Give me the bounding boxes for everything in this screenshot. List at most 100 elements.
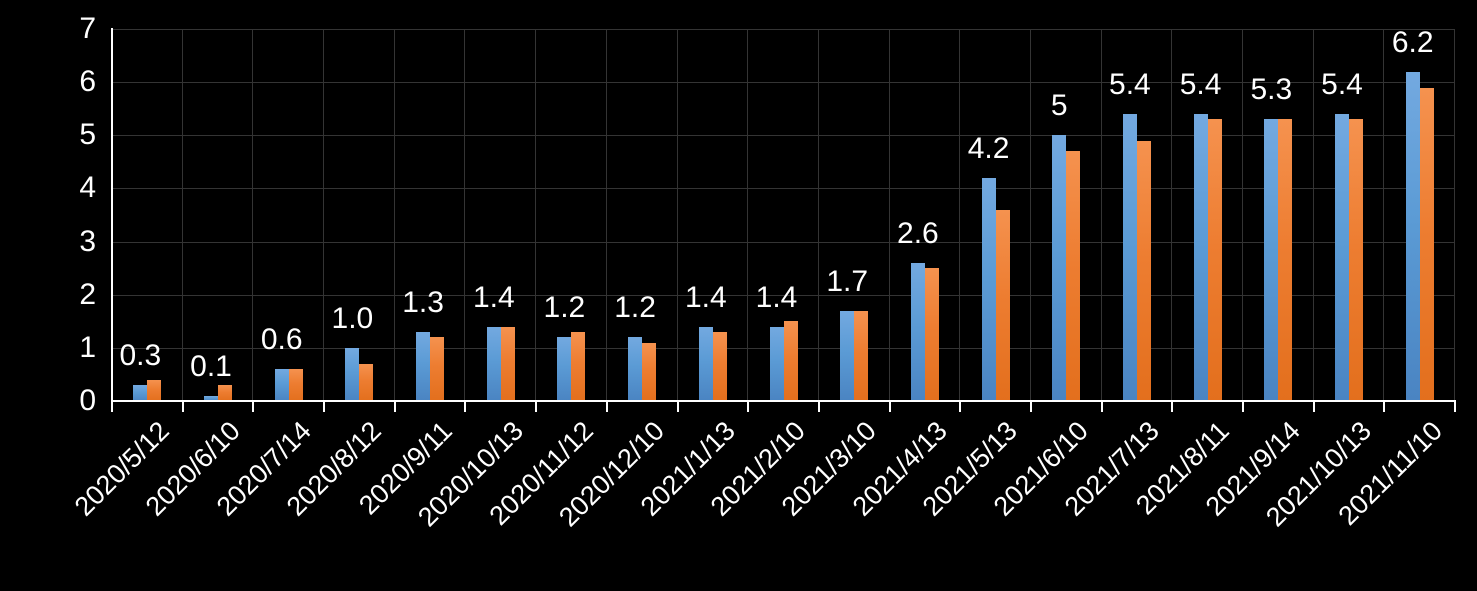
vertical-gridline <box>888 29 890 401</box>
x-axis-tick <box>464 401 467 412</box>
data-label: 5.4 <box>1321 68 1363 101</box>
x-axis-tick <box>888 401 891 412</box>
bar-orange-series <box>854 310 869 401</box>
x-axis-tick <box>111 401 113 412</box>
x-axis-tick <box>817 401 820 412</box>
bar-blue-series <box>274 369 289 401</box>
bar-blue-series <box>698 326 713 401</box>
vertical-gridline <box>1029 29 1031 401</box>
horizontal-gridline <box>112 241 1455 243</box>
bar-blue-series <box>1335 114 1349 401</box>
vertical-gridline <box>181 29 183 401</box>
bar-blue-series <box>840 310 855 401</box>
bar-orange-series <box>712 331 727 401</box>
data-label: 5.4 <box>1109 68 1151 101</box>
bar-orange-series <box>571 331 586 401</box>
x-axis-tick <box>747 401 750 412</box>
x-axis-tick <box>1241 401 1244 412</box>
bar-blue-series <box>204 395 218 401</box>
horizontal-gridline <box>112 82 1455 84</box>
data-label: 6.2 <box>1391 25 1434 59</box>
vertical-gridline <box>1100 29 1102 401</box>
y-axis-tick-label: 6 <box>79 65 96 99</box>
bar-orange-series <box>1349 119 1363 401</box>
data-label: 1.0 <box>331 301 374 335</box>
data-label: 5.3 <box>1250 73 1293 107</box>
vertical-gridline <box>1312 29 1314 401</box>
bar-blue-series <box>557 337 572 401</box>
bar-blue-series <box>910 262 925 401</box>
bar-orange-series <box>642 342 657 401</box>
bar-orange-series <box>218 385 232 401</box>
horizontal-gridline <box>112 188 1455 190</box>
data-label: 0.6 <box>260 323 303 357</box>
bar-orange-series <box>147 379 162 401</box>
data-label: 0.1 <box>190 349 232 383</box>
vertical-gridline <box>323 29 325 401</box>
x-axis-tick <box>535 401 538 412</box>
vertical-gridline <box>1383 29 1385 401</box>
data-label: 1.4 <box>755 280 798 314</box>
bar-blue-series <box>345 347 360 401</box>
y-axis-tick-label: 0 <box>79 384 96 417</box>
bar-orange-series <box>783 321 798 401</box>
bar-blue-series <box>1193 114 1208 401</box>
vertical-gridline <box>393 29 395 401</box>
data-label: 2.6 <box>897 216 939 250</box>
vertical-gridline <box>676 29 678 401</box>
bar-orange-series <box>1207 119 1222 401</box>
y-axis-tick-label: 4 <box>79 171 96 205</box>
data-label: 5 <box>1050 89 1068 123</box>
bar-orange-series <box>430 337 445 401</box>
bar-orange-series <box>359 363 374 401</box>
data-label: 1.2 <box>543 291 586 325</box>
x-axis-tick <box>959 401 962 412</box>
bar-orange-series <box>500 326 515 401</box>
horizontal-gridline <box>112 29 1455 30</box>
data-label: 1.2 <box>614 291 656 325</box>
bar-orange-series <box>995 209 1010 401</box>
vertical-gridline <box>535 29 537 401</box>
data-label: 4.2 <box>967 131 1010 165</box>
horizontal-gridline <box>112 135 1455 137</box>
vertical-gridline <box>959 29 961 401</box>
bar-blue-series <box>133 385 148 401</box>
bar-orange-series <box>1066 151 1081 401</box>
bar-blue-series <box>416 331 431 401</box>
vertical-gridline <box>1241 29 1243 401</box>
plot-area: 0.3 0.1 0.6 1.0 1.3 1.4 1.2 1.2 1.4 1.4 1.7 2.6 4.2 5… <box>112 25 1455 401</box>
bar-orange-series <box>1419 87 1434 401</box>
x-axis-tick <box>1454 401 1456 412</box>
vertical-gridline <box>747 29 749 401</box>
data-label: 1.3 <box>402 285 444 319</box>
y-axis-tick-label: 5 <box>79 118 96 152</box>
vertical-gridline <box>1171 29 1173 401</box>
bar-blue-series <box>628 337 643 401</box>
data-label: 1.7 <box>826 264 869 298</box>
data-label: 5.4 <box>1179 68 1222 101</box>
vertical-gridline <box>817 29 819 401</box>
x-axis-tick <box>181 401 184 412</box>
vertical-gridline <box>1454 29 1455 401</box>
bar-orange-series <box>924 268 939 401</box>
data-label: 1.4 <box>684 280 727 314</box>
x-axis-tick <box>605 401 608 412</box>
bar-blue-series <box>1264 119 1279 401</box>
bar-blue-series <box>1122 114 1137 401</box>
vertical-gridline <box>605 29 607 401</box>
bar-orange-series <box>288 369 303 401</box>
x-axis-tick <box>252 401 255 412</box>
x-axis-tick <box>1171 401 1174 412</box>
data-label: 0.3 <box>119 339 162 373</box>
x-axis-tick <box>323 401 326 412</box>
bar-blue-series <box>1052 135 1067 401</box>
x-axis-tick <box>1029 401 1032 412</box>
y-axis-tick-label: 7 <box>79 12 96 45</box>
y-axis-line <box>111 28 113 402</box>
bar-blue-series <box>486 326 501 401</box>
horizontal-gridline <box>112 294 1455 296</box>
bar-blue-series <box>1405 71 1420 401</box>
bar-blue-series <box>981 177 996 401</box>
x-axis-tick <box>1383 401 1386 412</box>
